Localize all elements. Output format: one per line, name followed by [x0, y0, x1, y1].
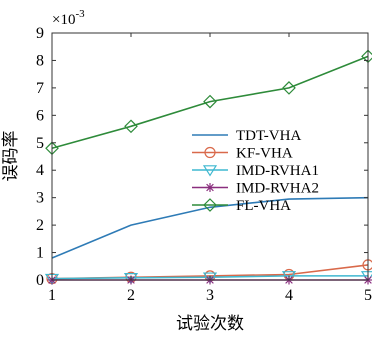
series-line-tdt-vha [51, 196, 369, 259]
legend-item-imd-rvha2: IMD-RVHA2 [192, 181, 319, 197]
legend-item-fl-vha: FL-VHA [192, 198, 291, 214]
legend-item-imd-rvha1: IMD-RVHA1 [192, 163, 319, 179]
y-tick-label: 6 [36, 107, 44, 124]
data-point-fl-vha [124, 119, 138, 134]
x-tick-label: 1 [48, 287, 56, 304]
legend-label: KF-VHA [236, 146, 293, 162]
legend-marker [203, 198, 217, 212]
y-axis-label: 误码率 [1, 131, 21, 182]
y-exponent-label: ×10-3 [52, 8, 85, 28]
y-tick-label: 1 [36, 245, 44, 262]
legend-item-kf-vha: KF-VHA [192, 146, 293, 162]
y-tick-label: 5 [36, 135, 44, 152]
legend-item-tdt-vha: TDT-VHA [192, 128, 301, 144]
y-tick-label: 8 [36, 52, 44, 69]
y-tick-label: 2 [36, 217, 44, 234]
legend-label: IMD-RVHA1 [236, 163, 319, 179]
x-axis-label: 试验次数 [176, 314, 244, 334]
y-exponent-power: -3 [75, 8, 85, 20]
data-point-fl-vha [203, 94, 217, 109]
data-point-imd-rvha1 [123, 273, 139, 285]
series-line-fl-vha [51, 55, 369, 150]
x-tick-label: 2 [127, 287, 135, 304]
legend-marker-stroke [206, 183, 214, 192]
y-tick-label: 9 [36, 25, 44, 42]
legend-marker [205, 183, 215, 192]
legend-label: TDT-VHA [236, 128, 301, 144]
x-tick-label: 4 [285, 287, 293, 304]
x-tick-label: 5 [364, 287, 372, 304]
legend-marker [202, 165, 218, 177]
plot-layer [44, 49, 372, 286]
plot-frame [51, 32, 369, 281]
y-exponent-base: ×10 [52, 12, 75, 28]
legend-marker [204, 146, 216, 159]
y-tick-label: 4 [36, 162, 44, 179]
y-tick-label: 0 [36, 272, 44, 289]
data-point-fl-vha [282, 81, 296, 95]
axes-layer [51, 32, 369, 281]
legend-label: FL-VHA [236, 198, 291, 214]
y-tick-label: 7 [36, 80, 44, 97]
legend-label: IMD-RVHA2 [236, 181, 319, 197]
x-tick-label: 3 [206, 287, 214, 304]
data-point-imd-rvha1 [202, 272, 218, 284]
y-tick-label: 3 [36, 190, 44, 207]
